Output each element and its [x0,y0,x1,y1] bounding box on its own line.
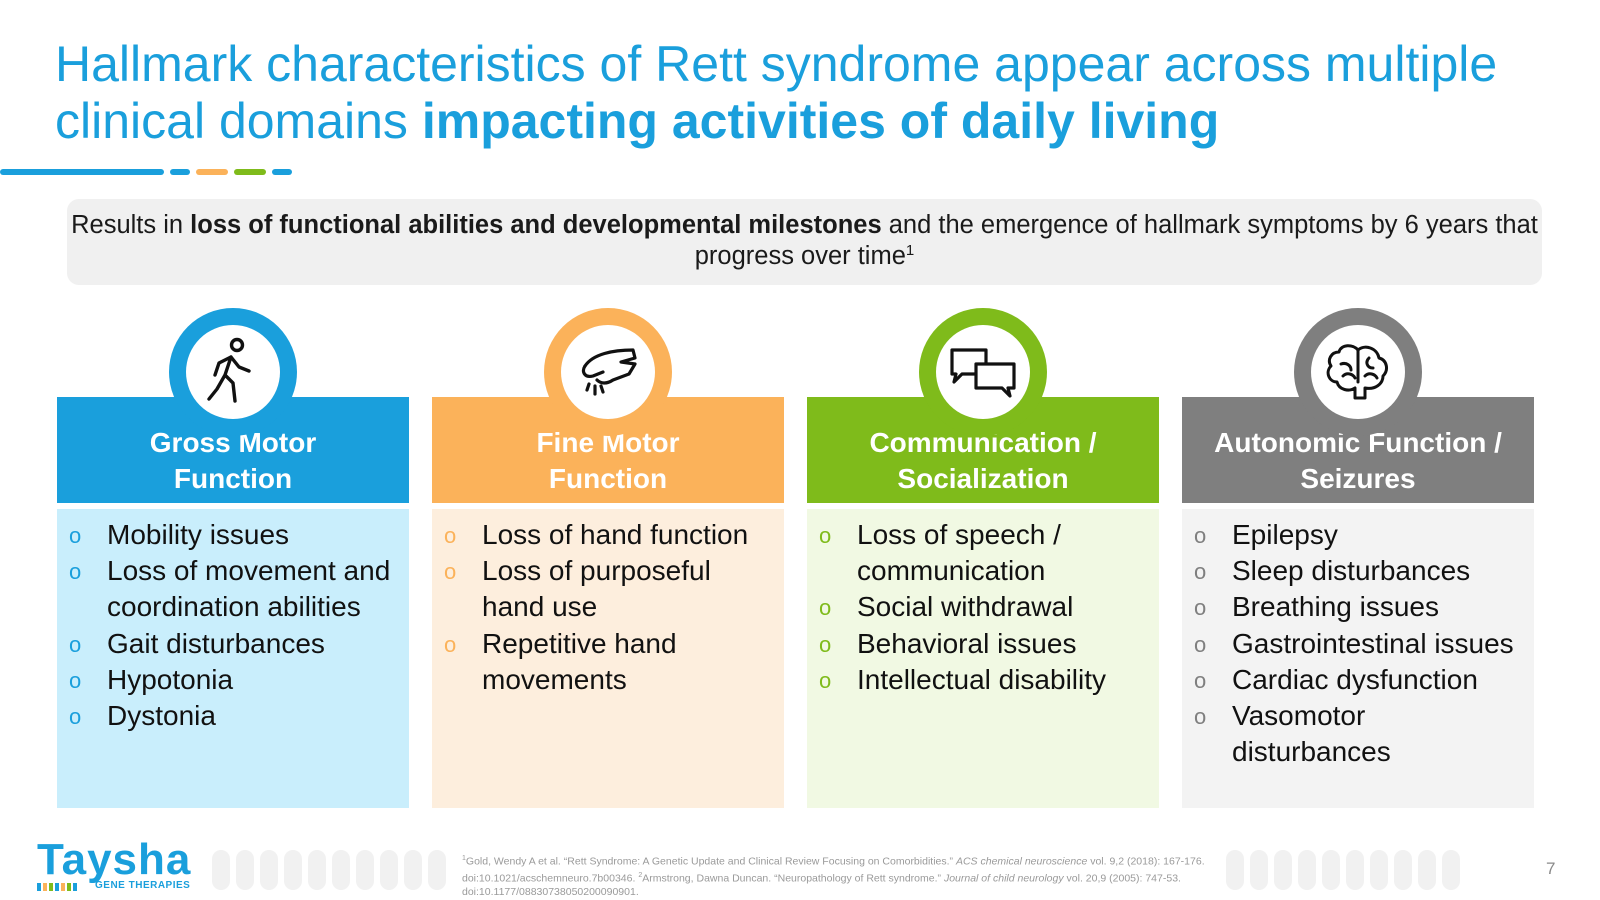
references: 1Gold, Wendy A et al. “Rett Syndrome: A … [462,855,1205,898]
list-item-text: Loss of purposeful hand use [482,555,711,623]
bullet-icon: o [819,523,832,548]
list-item: o Loss of purposeful hand use [442,553,776,625]
bullet-icon: o [819,667,832,693]
bullet-icon: o [444,559,457,585]
list-item-text: Social withdrawal [857,591,1074,623]
circle-badge [169,308,297,436]
list-item: o Gait disturbances [67,626,401,662]
list-item-text: Intellectual disability [857,663,1107,695]
column-gross-motor: Gross Motor Function o Mobility issues o Lo… [57,308,409,808]
list-item-text: Breathing issues [1232,591,1440,623]
symptom-list: o Mobility issues o Loss of movement and co… [67,517,401,734]
list-item: o Mobility issues [67,517,401,553]
column-body: o Epilepsy o Sleep disturbances o Breathing i… [1182,509,1534,808]
company-logo: Taysha GENE THERAPIES [37,835,192,891]
bullet-icon: o [1194,559,1207,585]
column-autonomic: Autonomic Function / Seizures o Epilepsy o… [1182,308,1534,808]
bullet-icon: o [69,631,82,657]
bullet-icon: o [444,523,457,548]
list-item-text: Gastrointestinal issues [1232,627,1514,659]
list-item: o Sleep disturbances [1192,553,1526,589]
hand-icon [581,348,637,396]
bullet-icon: o [819,631,832,657]
bullet-icon: o [69,667,82,693]
list-item: o Cardiac dysfunction [1192,662,1526,698]
list-item: o Loss of speech / communication [817,517,1151,589]
slide-title: Hallmark characteristics of Rett syndrom… [55,36,1555,150]
decorative-pills-left [212,850,446,890]
symptom-list: o Loss of speech / communication o Social w… [817,517,1151,698]
list-item-text: Loss of movement and coordination abilit… [107,555,391,623]
list-item: o Social withdrawal [817,589,1151,625]
bullet-icon: o [69,704,82,730]
list-item: o Loss of movement and coordination abili… [67,553,401,625]
list-item-text: Loss of speech / communication [857,519,1061,587]
column-fine-motor: Fine Motor Function o Loss of hand functi… [432,308,784,808]
list-item: o Behavioral issues [817,626,1151,662]
list-item: o Dystonia [67,698,401,734]
bullet-icon: o [1194,523,1207,548]
decorative-pills-right [1226,850,1460,890]
list-item-text: Dystonia [107,700,216,732]
bullet-icon: o [444,631,457,657]
list-item-text: Repetitive hand movements [482,627,677,695]
bullet-icon: o [819,595,832,621]
list-item-text: Behavioral issues [857,627,1077,659]
bullet-icon: o [1194,631,1207,657]
list-item-text: Epilepsy [1232,519,1338,550]
walking-person-icon [207,337,251,403]
circle-badge [1294,308,1422,436]
bullet-icon: o [69,523,82,548]
circle-badge [544,308,672,436]
column-body: o Loss of hand function o Loss of purposefu… [432,509,784,808]
bullet-icon: o [1194,704,1207,730]
column-body: o Loss of speech / communication o Social w… [807,509,1159,808]
column-communication: Communication / Socialization o Loss of s… [807,308,1159,808]
list-item: o Breathing issues [1192,589,1526,625]
title-regular: Hallmark characteristics of Rett syndrom… [55,36,1498,149]
list-item: o Hypotonia [67,662,401,698]
list-item: o Repetitive hand movements [442,626,776,698]
list-item-text: Loss of hand function [482,519,749,550]
page-number: 7 [1546,859,1556,878]
list-item-text: Hypotonia [107,663,234,695]
symptom-list: o Epilepsy o Sleep disturbances o Breathing i… [1192,517,1526,770]
title-bold: impacting activities of daily living [421,93,1220,149]
list-item: o Gastrointestinal issues [1192,626,1526,662]
list-item-text: Gait disturbances [107,627,325,659]
brain-icon [1326,344,1388,400]
summary-banner: Results in loss of functional abilities … [67,199,1542,285]
circle-badge [919,308,1047,436]
list-item-text: Vasomotor disturbances [1232,700,1391,768]
list-item-text: Cardiac dysfunction [1232,663,1478,695]
list-item: o Vasomotor disturbances [1192,698,1526,770]
logo-bars [37,883,77,891]
bullet-icon: o [69,559,82,585]
symptom-list: o Loss of hand function o Loss of purposefu… [442,517,776,698]
list-item-text: Mobility issues [107,519,290,550]
bullet-icon: o [1194,667,1207,693]
column-body: o Mobility issues o Loss of movement and co… [57,509,409,808]
list-item: o Loss of hand function [442,517,776,553]
bullet-icon: o [1194,595,1207,621]
list-item: o Intellectual disability [817,662,1151,698]
speech-bubbles-icon [950,348,1016,398]
list-item: o Epilepsy [1192,517,1526,553]
list-item-text: Sleep disturbances [1232,555,1471,587]
